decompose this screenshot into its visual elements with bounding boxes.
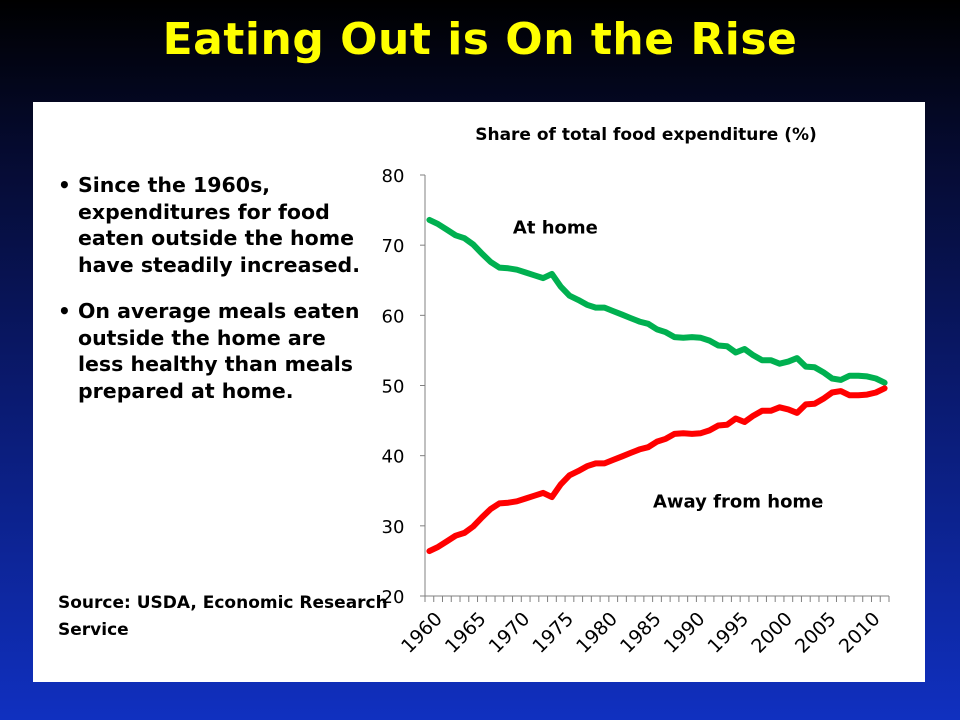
y-tick-label: 80 (382, 166, 405, 187)
at-home-series-line (426, 216, 888, 386)
x-tick-label: 1975 (528, 608, 578, 658)
y-tick-label: 30 (382, 517, 405, 538)
bullet-text: On average meals eaten outside the home … (78, 299, 360, 403)
x-tick-label: 1990 (660, 608, 710, 658)
x-tick-label: 2010 (835, 608, 885, 658)
bullet-dot-icon: • (58, 299, 71, 323)
away-from-home-label: Away from home (653, 491, 823, 512)
labels-layer: At home Away from home (513, 218, 823, 513)
source-note: Source: USDA, Economic Research Service (58, 593, 388, 640)
chart-title: Share of total food expenditure (%) (475, 125, 817, 145)
series-layer (426, 216, 888, 555)
bullet-item: • Since the 1960s, expenditures for food… (52, 172, 372, 278)
at-home-label: At home (513, 218, 598, 239)
x-tick-label: 1985 (616, 608, 666, 658)
bullet-text: Since the 1960s, expenditures for food e… (78, 173, 360, 277)
x-tick-label: 2000 (747, 608, 797, 658)
y-tick-label: 60 (382, 306, 405, 327)
bullet-dot-icon: • (58, 173, 71, 197)
x-tick-label: 1980 (572, 608, 622, 658)
bullet-item: • On average meals eaten outside the hom… (52, 298, 372, 404)
x-tick-label: 1965 (441, 608, 491, 658)
slide-title: Eating Out is On the Rise (162, 14, 798, 65)
x-tick-label: 1970 (485, 608, 535, 658)
away-from-home-series-line (426, 385, 888, 555)
bullet-list: • Since the 1960s, expenditures for food… (52, 172, 372, 424)
x-tick-label: 2005 (791, 608, 841, 658)
y-tick-label: 20 (382, 587, 405, 608)
chart-axes: 2030405060708019601965197019751980198519… (382, 166, 890, 658)
y-tick-label: 40 (382, 447, 405, 468)
y-tick-label: 70 (382, 236, 405, 257)
x-tick-label: 1995 (703, 608, 753, 658)
y-tick-label: 50 (382, 377, 405, 398)
x-tick-label: 1960 (397, 608, 447, 658)
content-panel (33, 102, 925, 682)
